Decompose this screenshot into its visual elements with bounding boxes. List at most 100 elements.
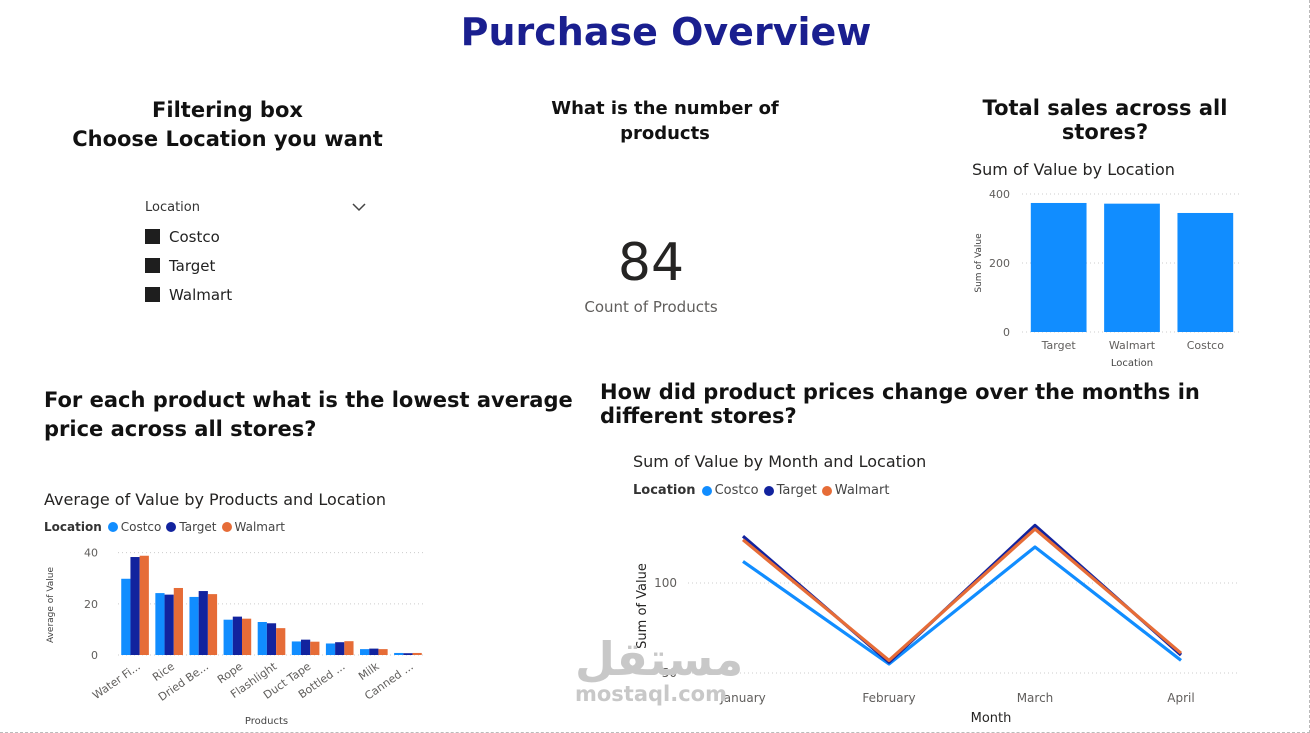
card-label: Count of Products (584, 298, 718, 316)
monthly-line-chart[interactable]: 50 100 January February March April Month Sum o… (628, 512, 1248, 730)
y-tick-label: 40 (84, 547, 98, 560)
bar (291, 641, 302, 655)
avg-chart-title: Average of Value by Products and Locatio… (44, 490, 387, 509)
price-change-section-title: How did product prices change over the m… (600, 380, 1200, 428)
x-tick-label: Milk (356, 659, 382, 683)
watermark-latin: mostaql.com (575, 682, 727, 706)
bar (173, 587, 183, 655)
location-slicer[interactable]: Location Costco Target Walmart (145, 196, 367, 309)
legend-item-target[interactable]: Target (763, 483, 817, 498)
y-tick-label: 200 (989, 257, 1010, 270)
filter-section-title: Filtering box Choose Location you want (60, 96, 395, 154)
x-axis-title: Location (1111, 358, 1153, 369)
x-axis-title: Month (971, 711, 1012, 726)
chevron-down-icon[interactable] (351, 199, 367, 215)
target-dot-icon (166, 522, 177, 532)
bar (155, 593, 165, 655)
filter-title-line1: Filtering box (152, 98, 303, 122)
legend-label: Walmart (834, 483, 890, 498)
bar (139, 555, 149, 655)
bar (232, 616, 242, 655)
bar (189, 596, 199, 655)
walmart-dot-icon (221, 522, 232, 532)
watermark-arabic: مستقل (575, 632, 744, 686)
bar (403, 653, 413, 655)
bar (223, 619, 233, 655)
page-title: Purchase Overview (460, 10, 872, 54)
costco-dot-icon (701, 485, 712, 496)
monthly-chart-legend: Location Costco Target Walmart (633, 483, 894, 498)
bar (412, 652, 422, 655)
series-line-costco (742, 545, 1182, 666)
bar (257, 622, 267, 655)
slicer-item-label: Target (169, 256, 216, 275)
slicer-label: Location (145, 199, 200, 215)
mostaql-watermark: مستقل mostaql.com (575, 636, 743, 706)
bar (121, 578, 131, 655)
y-axis-title: Sum of Value (974, 233, 984, 293)
legend-label: Walmart (234, 520, 285, 534)
y-tick-label: 100 (654, 576, 677, 590)
x-axis-title: Products (245, 716, 288, 727)
x-tick-label: Costco (1187, 339, 1225, 352)
bar (394, 652, 404, 655)
bar (241, 618, 252, 655)
y-tick-label: 50 (662, 666, 677, 680)
bar (369, 648, 379, 655)
bar (1177, 212, 1234, 332)
count-title-line1: What is the number of (551, 98, 779, 119)
bar (1030, 202, 1087, 332)
sales-chart-title: Sum of Value by Location (972, 160, 1175, 179)
x-tick-label: January (719, 691, 766, 705)
walmart-dot-icon (821, 485, 832, 496)
bar (301, 639, 311, 655)
bar (207, 594, 218, 655)
monthly-chart-title: Sum of Value by Month and Location (633, 452, 927, 471)
avg-chart-legend: Location Costco Target Walmart (44, 520, 290, 534)
sales-section-title: Total sales across all stores? (982, 96, 1228, 144)
legend-title: Location (44, 520, 102, 534)
legend-label: Target (179, 520, 217, 534)
slicer-item-target[interactable]: Target (145, 251, 367, 280)
legend-title: Location (633, 483, 696, 498)
x-tick-label: Target (1041, 339, 1077, 352)
bar (164, 594, 174, 655)
sales-bar-chart[interactable]: 0 200 400 Target Walmart Costco Location Sum of… (960, 182, 1260, 372)
slicer-header[interactable]: Location (145, 196, 367, 218)
bar (325, 643, 336, 655)
y-tick-label: 0 (1003, 326, 1010, 339)
x-tick-label: April (1167, 691, 1194, 705)
legend-item-walmart[interactable]: Walmart (821, 483, 890, 498)
bar (1104, 203, 1160, 332)
legend-label: Costco (120, 520, 162, 534)
target-dot-icon (763, 485, 774, 496)
bar (360, 649, 370, 655)
checkbox[interactable] (145, 258, 160, 273)
costco-dot-icon (107, 522, 118, 532)
legend-label: Costco (714, 483, 759, 498)
bar (198, 591, 208, 655)
y-axis-title: Average of Value (46, 567, 56, 644)
checkbox[interactable] (145, 287, 160, 302)
y-tick-label: 20 (84, 598, 98, 611)
bar (276, 628, 286, 655)
series-line-walmart (741, 527, 1183, 662)
legend-item-target[interactable]: Target (166, 520, 217, 534)
legend-item-costco[interactable]: Costco (701, 483, 759, 498)
slicer-item-walmart[interactable]: Walmart (145, 280, 367, 309)
legend-item-walmart[interactable]: Walmart (221, 520, 285, 534)
bar (310, 641, 320, 655)
slicer-item-label: Costco (169, 227, 220, 246)
x-tick-label: February (862, 691, 915, 705)
bar (378, 649, 388, 655)
legend-item-costco[interactable]: Costco (107, 520, 162, 534)
bar (344, 641, 354, 655)
slicer-item-costco[interactable]: Costco (145, 222, 367, 251)
x-tick-label: Water Fi... (90, 660, 143, 702)
checkbox[interactable] (145, 229, 160, 244)
bar (130, 557, 140, 655)
slicer-item-label: Walmart (169, 285, 233, 304)
x-tick-label: March (1017, 691, 1054, 705)
filter-title-line2: Choose Location you want (72, 127, 383, 151)
